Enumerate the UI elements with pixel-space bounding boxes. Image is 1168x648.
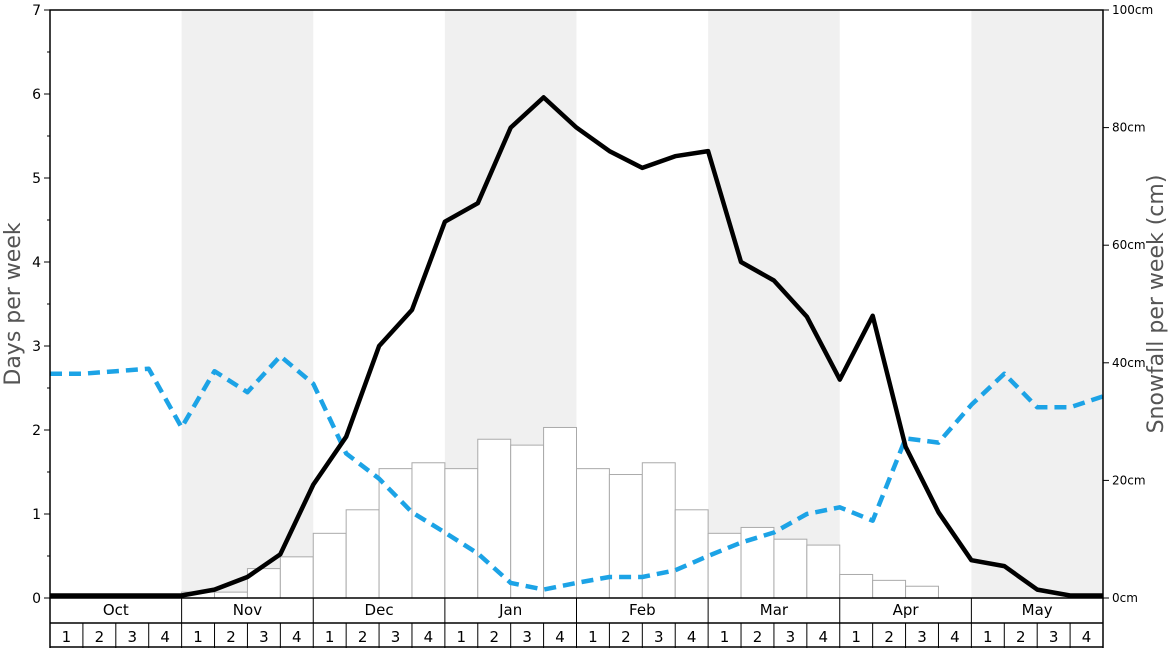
week-label: 2 (95, 628, 105, 646)
snowfall-bars (181, 426, 939, 599)
week-label: 3 (786, 628, 796, 646)
left-tick-label: 3 (32, 339, 41, 355)
month-label: May (1022, 601, 1053, 619)
left-tick-label: 0 (32, 591, 41, 607)
week-label: 1 (983, 628, 993, 646)
week-label: 4 (424, 628, 434, 646)
snowfall-bar (773, 538, 808, 599)
month-label: Dec (365, 601, 394, 619)
right-tick-label: 40cm (1112, 356, 1146, 370)
dashed-series-line (50, 353, 1104, 592)
week-label: 1 (720, 628, 730, 646)
snowfall-bar (905, 585, 939, 599)
snowfall-bar (378, 468, 413, 599)
week-label: 4 (555, 628, 565, 646)
week-label: 2 (621, 628, 631, 646)
week-label: 2 (884, 628, 894, 646)
left-tick-label: 2 (32, 423, 41, 439)
week-label: 1 (457, 628, 467, 646)
left-tick-label: 4 (32, 255, 41, 271)
week-label: 1 (851, 628, 861, 646)
left-axis: 0 1 2 3 4 5 6 7 (32, 3, 50, 607)
snowfall-bar (214, 591, 248, 599)
week-label: 3 (127, 628, 137, 646)
line-series (50, 95, 1104, 598)
week-label: 4 (819, 628, 829, 646)
week-label: 4 (950, 628, 960, 646)
snowfall-bar (872, 579, 907, 599)
snowfall-bar (608, 474, 643, 599)
snowfall-bar (839, 573, 874, 599)
week-label: 1 (588, 628, 598, 646)
week-label: 2 (226, 628, 236, 646)
right-axis-title: Snowfall per week (cm) (1144, 175, 1168, 434)
month-label: Nov (233, 601, 262, 619)
left-tick-label: 5 (32, 171, 41, 187)
week-label: 2 (358, 628, 368, 646)
week-label: 1 (193, 628, 203, 646)
week-label: 1 (325, 628, 335, 646)
right-tick-label: 20cm (1112, 473, 1146, 487)
month-label: Oct (103, 601, 129, 619)
snowfall-bar (477, 438, 512, 599)
week-label: 4 (687, 628, 697, 646)
right-axis: 0cm 20cm 40cm 60cm 80cm 100cm (1103, 3, 1153, 605)
week-label: 3 (391, 628, 401, 646)
week-label: 2 (1016, 628, 1026, 646)
left-axis-title: Days per week (1, 222, 26, 385)
snowfall-bar (543, 426, 577, 599)
week-label: 4 (292, 628, 302, 646)
week-label: 4 (160, 628, 170, 646)
snowfall-bar (312, 532, 347, 599)
week-label: 3 (259, 628, 269, 646)
week-label: 2 (753, 628, 763, 646)
right-tick-label: 60cm (1112, 238, 1146, 252)
right-tick-label: 100cm (1112, 3, 1153, 17)
left-tick-label: 6 (32, 87, 41, 103)
snowfall-bar (674, 509, 709, 599)
left-tick-label: 7 (32, 3, 41, 19)
right-tick-label: 80cm (1112, 121, 1146, 135)
snowfall-bar (345, 509, 380, 599)
week-label: 3 (917, 628, 927, 646)
snowfall-bar (279, 556, 314, 599)
week-label: 3 (654, 628, 664, 646)
month-shade (708, 10, 840, 598)
snowfall-bar (806, 544, 841, 599)
month-label: Feb (629, 601, 656, 619)
month-axis: Oct 1 2 3 4 Nov 1 2 3 4 Dec 1 2 3 4 Jan 1 2 3 4 Feb 1 2 3 4 Mar 1 2… (49, 598, 1104, 648)
snowfall-bar (510, 444, 545, 599)
month-label: Mar (760, 601, 789, 619)
month-label: Jan (498, 601, 522, 619)
left-tick-label: 1 (32, 507, 41, 523)
week-label: 2 (489, 628, 499, 646)
right-tick-label: 0cm (1112, 591, 1138, 605)
week-label: 3 (522, 628, 532, 646)
month-label: Apr (893, 601, 920, 619)
month-shade (971, 10, 1103, 598)
month-shade (181, 10, 314, 598)
week-label: 4 (1082, 628, 1092, 646)
snowfall-bar (740, 526, 775, 599)
solid-series-line (50, 95, 1103, 598)
week-label: 3 (1049, 628, 1059, 646)
week-label: 1 (62, 628, 72, 646)
